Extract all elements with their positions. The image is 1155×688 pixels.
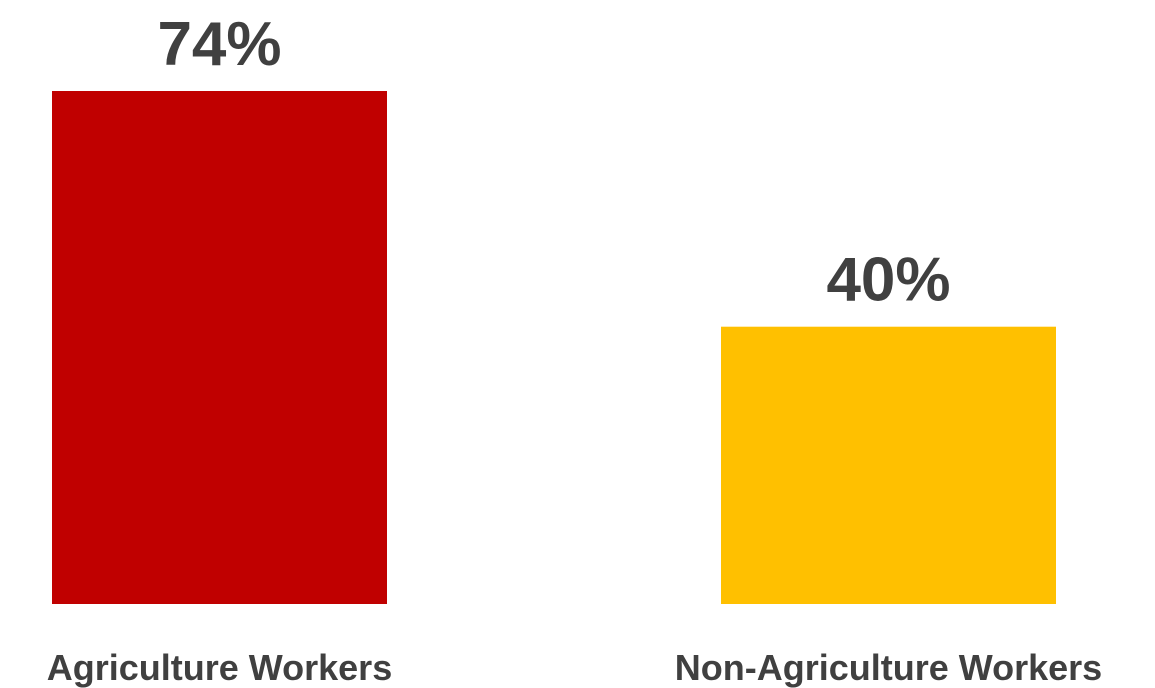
category-label-1: Agriculture Workers [47,647,392,688]
bar-1 [52,91,387,604]
data-label-2: 40% [826,246,950,315]
category-label-2: Non-Agriculture Workers [675,647,1102,688]
labels-layer: 74% Agriculture Workers 40% Non-Agriculture… [47,10,1102,688]
bar-2 [721,326,1056,604]
bars-layer [52,91,1056,604]
data-label-1: 74% [157,10,281,79]
